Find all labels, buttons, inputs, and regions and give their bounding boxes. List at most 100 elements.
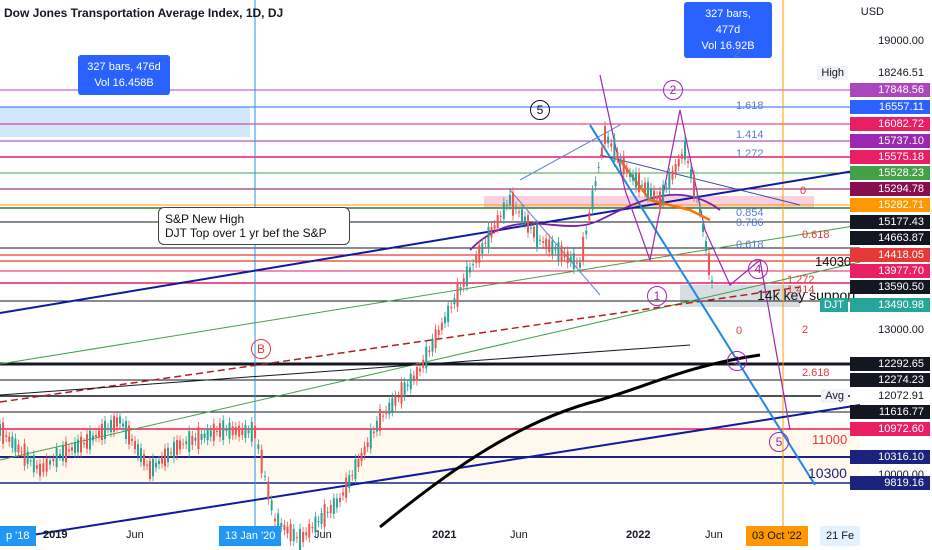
candle-body — [317, 520, 320, 523]
candle-body — [215, 430, 218, 432]
fib-2618: 2.618 — [802, 367, 830, 379]
level-10300-label: 10300 — [808, 465, 847, 481]
fib-0854: 0.854 — [736, 207, 764, 219]
candle-body — [521, 209, 523, 223]
candle-body — [42, 463, 45, 472]
candle-body — [14, 438, 17, 453]
candle-body — [619, 158, 622, 162]
fib-2-lower: 2 — [802, 324, 809, 336]
candle-body — [422, 359, 425, 368]
price-tick: 13000.00 — [878, 324, 924, 336]
fib-r1272: 1.272 — [787, 274, 815, 286]
candle-body — [499, 215, 502, 217]
candle-body — [484, 242, 487, 244]
candle-body — [146, 464, 148, 466]
candle-body — [613, 138, 616, 162]
candle-body — [711, 280, 713, 284]
candle-body — [254, 425, 256, 439]
candle-body — [369, 428, 372, 449]
candle-body — [644, 182, 646, 193]
candle-body — [478, 245, 481, 263]
time-tick: Jun — [314, 529, 332, 541]
candle-body — [629, 172, 631, 178]
fib-1414: 1.414 — [736, 129, 764, 141]
candle-body — [74, 441, 76, 454]
note-callout[interactable]: S&P New High DJT Top over 1 yr bef the S… — [158, 207, 350, 245]
candle-body — [149, 460, 151, 480]
candle-body — [80, 436, 82, 453]
green-trend-line-lower — [0, 261, 861, 461]
dashed-trend-line — [0, 286, 801, 403]
candle-body — [250, 421, 253, 442]
candle-body — [267, 481, 270, 500]
candle-body — [616, 151, 619, 159]
time-badge: 13 Jan '20 — [219, 526, 282, 546]
candle-body — [403, 382, 406, 396]
candle-body — [705, 241, 707, 251]
candle-body — [509, 194, 511, 206]
candle-body — [257, 444, 260, 450]
candle-body — [305, 532, 308, 536]
candle-body — [481, 243, 484, 254]
wedge-line — [509, 189, 601, 296]
measure-box-top[interactable]: 327 bars, 477d Vol 16.92B — [684, 2, 772, 58]
price-level-tag: 16557.11 — [850, 100, 930, 114]
candle-body — [128, 425, 130, 445]
candle-body — [0, 424, 1, 436]
price-level-tag: 15282.71 — [850, 198, 930, 212]
measure-box-left[interactable]: 327 bars, 476d Vol 16.458B — [78, 55, 170, 95]
candle-body — [597, 166, 600, 169]
candle-body — [465, 266, 468, 286]
price-level-tag: 10316.10 — [850, 450, 930, 464]
candle-body — [49, 460, 51, 465]
price-tag-label: DJT — [819, 298, 848, 312]
candle-body — [241, 427, 244, 435]
candle-body — [490, 226, 493, 238]
wave-5-top: 5 — [530, 100, 550, 120]
wave-4: 4 — [748, 259, 768, 279]
candle-body — [20, 451, 23, 453]
candle-body — [62, 445, 64, 462]
candle-body — [382, 415, 385, 417]
price-level-tag: 12292.65 — [850, 357, 930, 371]
price-level-tag: 9819.16 — [850, 476, 930, 490]
candle-body — [453, 298, 456, 305]
fib-1618: 1.618 — [736, 100, 764, 112]
candle-body — [179, 440, 181, 450]
price-level-tag: 15294.78 — [850, 182, 930, 196]
candle-body — [185, 441, 188, 445]
candle-body — [191, 435, 194, 445]
note-line2: DJT Top over 1 yr bef the S&P — [165, 226, 327, 240]
candle-body — [209, 430, 212, 437]
candle-body — [289, 523, 292, 542]
time-badge: 03 Oct '22 — [746, 526, 808, 546]
candle-body — [610, 143, 613, 147]
candle-body — [536, 224, 538, 248]
candle-body — [45, 458, 48, 472]
candle-body — [95, 435, 97, 437]
candle-body — [98, 430, 100, 438]
candle-body — [512, 192, 514, 216]
price-level-tag: 10972.60 — [850, 422, 930, 436]
candle-body — [188, 431, 191, 452]
candle-body — [308, 523, 311, 538]
candle-body — [143, 454, 145, 466]
candle-body — [415, 367, 418, 381]
candle-body — [566, 251, 569, 264]
candle-body — [134, 440, 136, 450]
candle-body — [708, 253, 710, 275]
candle-body — [342, 492, 345, 496]
candle-body — [119, 416, 121, 424]
candle-body — [228, 422, 231, 439]
candle-body — [194, 437, 197, 441]
candle-body — [600, 147, 603, 155]
candle-body — [447, 305, 450, 322]
candle-body — [607, 136, 610, 144]
candle-body — [462, 278, 465, 287]
measure-bars: 327 bars, 477d — [705, 8, 751, 36]
candle-body — [101, 423, 103, 441]
candle-body — [299, 528, 301, 550]
candle-body — [283, 524, 286, 531]
candle-body — [155, 462, 157, 468]
